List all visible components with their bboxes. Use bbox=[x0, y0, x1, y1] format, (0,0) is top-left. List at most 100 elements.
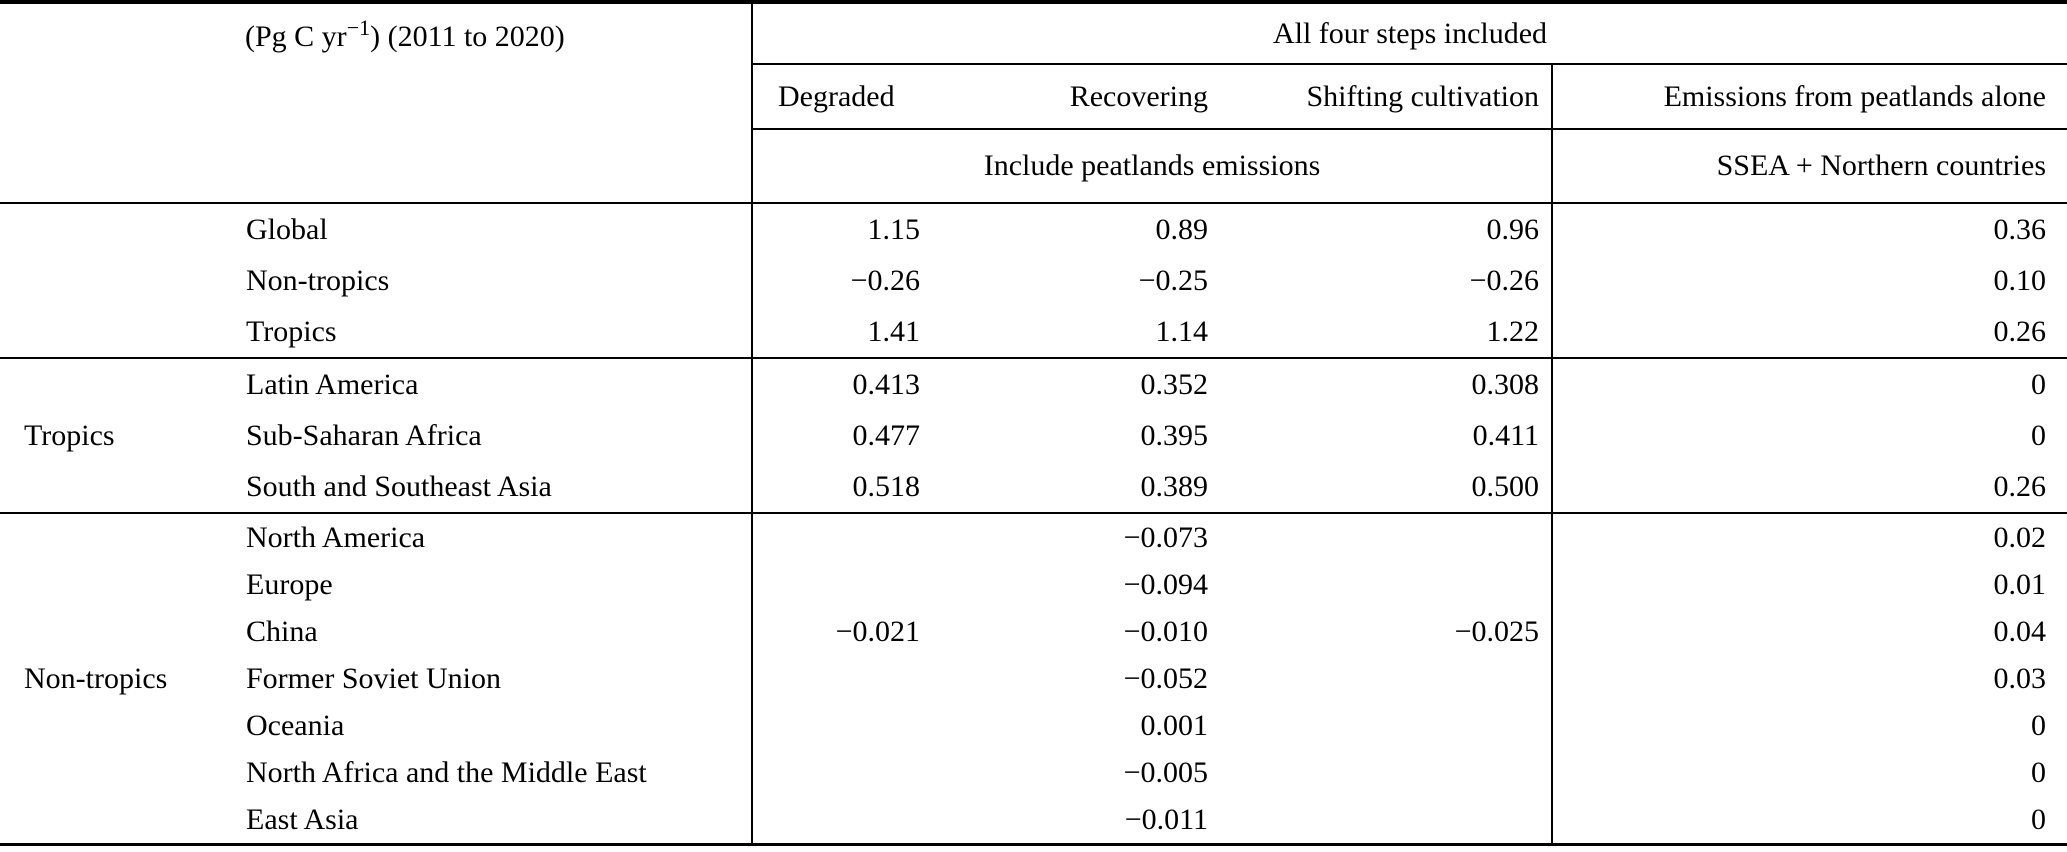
value-degraded: 0.413 bbox=[751, 358, 950, 410]
value-recovering: 0.352 bbox=[1140, 367, 1209, 401]
value-recovering: 0.389 bbox=[1140, 469, 1209, 503]
value-degraded bbox=[751, 513, 950, 561]
unit-label: (Pg C yr−1) (2011 to 2020) bbox=[0, 2, 752, 64]
value-recovering: −0.25 bbox=[1138, 263, 1208, 297]
value-shifting bbox=[1225, 655, 1552, 702]
value-recovering: −0.011 bbox=[1124, 802, 1208, 836]
value-degraded bbox=[751, 702, 950, 749]
value-shifting bbox=[1225, 561, 1552, 608]
value-peatlands: 0 bbox=[1551, 702, 2067, 749]
unit-suffix: ) (2011 to 2020) bbox=[370, 19, 565, 53]
group-label-non-tropics: Non-tropics bbox=[24, 661, 168, 695]
table-header: (Pg C yr−1) (2011 to 2020) All four step… bbox=[0, 2, 2067, 204]
value-shifting: 0.411 bbox=[1472, 418, 1539, 452]
region-label: North America bbox=[246, 520, 426, 554]
region-label: Tropics bbox=[246, 314, 337, 348]
value-recovering: −0.052 bbox=[1123, 661, 1208, 695]
row-north-america: Non-tropics North America −0.073 0.02 bbox=[0, 513, 2067, 695]
value-shifting: 0.308 bbox=[1471, 367, 1540, 401]
row-europe: Europe −0.094 0.01 bbox=[0, 561, 2067, 608]
col-header-degraded: Degraded bbox=[751, 64, 950, 130]
value-shifting: 0.96 bbox=[1486, 212, 1540, 246]
sub-header-ssea-northern: SSEA + Northern countries bbox=[1551, 129, 2067, 204]
value-peatlands: 0.04 bbox=[1551, 608, 2067, 655]
col-header-recovering: Recovering bbox=[950, 64, 1225, 130]
value-peatlands: 0.03 bbox=[1551, 655, 2067, 702]
value-shifting: −0.26 bbox=[1469, 263, 1539, 297]
value-degraded: −0.26 bbox=[751, 255, 950, 306]
value-shifting: −0.025 bbox=[1454, 614, 1539, 648]
row-sub-saharan-africa: Sub-Saharan Africa 0.477 0.395 0.411 0 bbox=[0, 410, 2067, 461]
group-global: Global 1.15 0.89 0.96 0.36 Non-tropics −… bbox=[0, 203, 2067, 358]
value-peatlands: 0.10 bbox=[1551, 255, 2067, 306]
row-non-tropics-total: Non-tropics −0.26 −0.25 −0.26 0.10 bbox=[0, 255, 2067, 306]
region-label: China bbox=[246, 614, 318, 648]
sub-header-include-peatlands: Include peatlands emissions bbox=[751, 129, 1552, 204]
region-label: Non-tropics bbox=[246, 263, 390, 297]
region-label: Sub-Saharan Africa bbox=[246, 418, 482, 452]
region-label: Latin America bbox=[246, 367, 419, 401]
row-former-soviet-union: Former Soviet Union −0.052 0.03 bbox=[0, 655, 2067, 702]
value-recovering: −0.073 bbox=[1123, 520, 1208, 554]
value-degraded: 1.41 bbox=[751, 306, 950, 358]
value-peatlands: 0 bbox=[1551, 749, 2067, 796]
row-north-africa-middle-east: North Africa and the Middle East −0.005 … bbox=[0, 749, 2067, 796]
row-south-southeast-asia: South and Southeast Asia 0.518 0.389 0.5… bbox=[0, 461, 2067, 513]
value-peatlands: 0.26 bbox=[1551, 306, 2067, 358]
header-row-unit: (Pg C yr−1) (2011 to 2020) All four step… bbox=[0, 2, 2067, 65]
row-china: China −0.021 −0.010 −0.025 0.04 bbox=[0, 608, 2067, 655]
value-recovering: 1.14 bbox=[1155, 314, 1209, 348]
row-tropics-total: Tropics 1.41 1.14 1.22 0.26 bbox=[0, 306, 2067, 358]
region-label: South and Southeast Asia bbox=[246, 469, 552, 503]
value-peatlands: 0 bbox=[1551, 410, 2067, 461]
header-row-subheaders: Include peatlands emissions SSEA + North… bbox=[0, 129, 2067, 204]
value-shifting bbox=[1225, 513, 1552, 561]
value-degraded bbox=[751, 796, 950, 845]
value-peatlands: 0.36 bbox=[1551, 203, 2067, 255]
region-label: East Asia bbox=[246, 802, 359, 836]
value-degraded: −0.021 bbox=[751, 608, 950, 655]
value-shifting: 0.500 bbox=[1471, 469, 1540, 503]
region-label: Oceania bbox=[246, 708, 345, 742]
region-label: Global bbox=[246, 212, 328, 246]
value-shifting bbox=[1225, 749, 1552, 796]
region-label: Former Soviet Union bbox=[246, 661, 501, 695]
value-recovering: −0.094 bbox=[1123, 567, 1208, 601]
region-label: Europe bbox=[246, 567, 333, 601]
group-label-empty bbox=[0, 203, 245, 358]
row-oceania: Oceania 0.001 0 bbox=[0, 702, 2067, 749]
value-peatlands: 0 bbox=[1551, 358, 2067, 410]
col-header-shifting-cultivation: Shifting cultivation bbox=[1225, 64, 1552, 130]
row-global: Global 1.15 0.89 0.96 0.36 bbox=[0, 203, 2067, 255]
col-header-emissions-peatlands: Emissions from peatlands alone bbox=[1551, 64, 2067, 130]
value-degraded: 0.518 bbox=[751, 461, 950, 513]
value-degraded bbox=[751, 655, 950, 702]
value-recovering: −0.010 bbox=[1123, 614, 1208, 648]
value-shifting bbox=[1225, 796, 1552, 845]
header-spacer bbox=[0, 64, 752, 129]
value-shifting: 1.22 bbox=[1486, 314, 1540, 348]
value-degraded bbox=[751, 749, 950, 796]
region-label: North Africa and the Middle East bbox=[246, 755, 647, 789]
value-degraded: 1.15 bbox=[751, 203, 950, 255]
value-degraded bbox=[751, 561, 950, 608]
group-tropics: Tropics Latin America 0.413 0.352 0.308 … bbox=[0, 358, 2067, 513]
value-degraded: 0.477 bbox=[751, 410, 950, 461]
value-peatlands: 0.01 bbox=[1551, 561, 2067, 608]
row-latin-america: Tropics Latin America 0.413 0.352 0.308 … bbox=[0, 358, 2067, 452]
header-row-columns: Degraded Recovering Shifting cultivation… bbox=[0, 64, 2067, 130]
value-recovering: 0.395 bbox=[1140, 418, 1209, 452]
unit-prefix: (Pg C yr bbox=[245, 19, 347, 53]
value-peatlands: 0 bbox=[1551, 796, 2067, 845]
value-peatlands: 0.02 bbox=[1551, 513, 2067, 561]
value-recovering: 0.001 bbox=[1140, 708, 1209, 742]
group-label-tropics: Tropics bbox=[24, 418, 115, 452]
value-recovering: −0.005 bbox=[1123, 755, 1208, 789]
value-shifting bbox=[1225, 702, 1552, 749]
header-spacer bbox=[0, 129, 752, 204]
value-peatlands: 0.26 bbox=[1551, 461, 2067, 513]
unit-exponent: −1 bbox=[346, 14, 371, 40]
value-recovering: 0.89 bbox=[1155, 212, 1209, 246]
group-non-tropics: Non-tropics North America −0.073 0.02 Eu… bbox=[0, 513, 2067, 845]
